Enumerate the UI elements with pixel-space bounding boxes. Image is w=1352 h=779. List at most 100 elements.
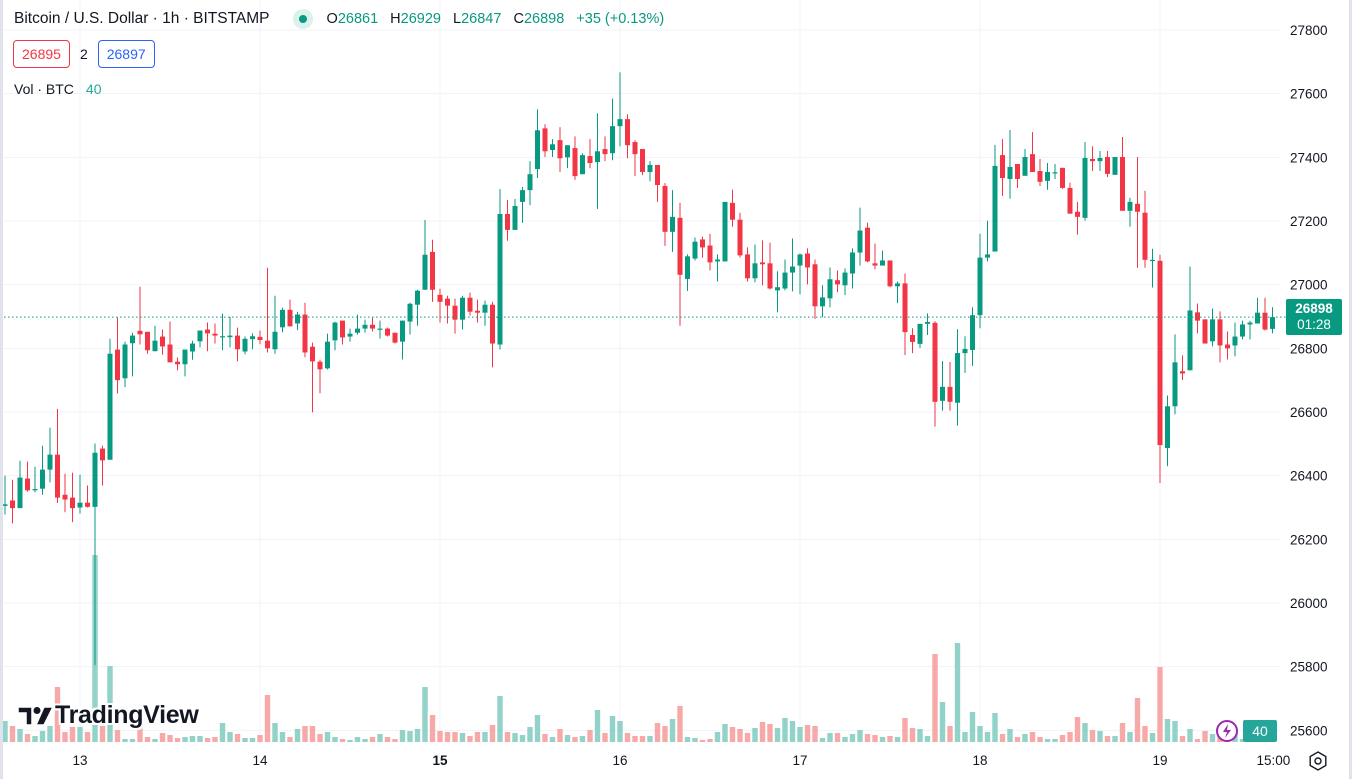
candle-body [295, 314, 300, 324]
candle [1112, 157, 1118, 175]
candle [10, 479, 15, 524]
candle [535, 109, 540, 179]
candle-body [910, 334, 915, 342]
candle-body [887, 260, 893, 287]
high-label: H [390, 11, 401, 27]
price-axis[interactable]: 27800 27600 27400 27200 27000 26800 26600 26400… [1290, 23, 1328, 738]
symbol-title[interactable]: Bitcoin / U.S. Dollar · 1h · BITSTAMP [14, 10, 270, 27]
candle [160, 329, 165, 355]
candle [137, 286, 143, 345]
candle-body [212, 333, 218, 336]
volume-bar [339, 739, 346, 742]
volume-bar [152, 739, 158, 742]
volume-bar [572, 737, 578, 742]
volume-bar [437, 731, 443, 742]
candle-body [85, 502, 90, 507]
candle-body [280, 309, 285, 328]
y-tick-label: 27200 [1290, 214, 1328, 229]
candle [70, 472, 75, 523]
volume-bar [212, 737, 218, 742]
volume-bar [549, 737, 556, 742]
candle [182, 349, 188, 377]
candle [572, 136, 578, 180]
candle [947, 362, 953, 411]
y-tick-label: 27400 [1290, 150, 1328, 165]
candle-body [1172, 362, 1178, 407]
volume-bar [939, 702, 946, 742]
candle [497, 189, 503, 350]
candle-body [955, 353, 960, 403]
candle [992, 144, 998, 252]
candle-body [835, 280, 840, 285]
candle [1090, 146, 1095, 172]
buy-button[interactable]: 26897 [97, 40, 155, 68]
candle-body [62, 494, 68, 500]
candle [1165, 395, 1170, 467]
candle [655, 164, 660, 202]
candle [325, 333, 330, 370]
candle-body [445, 298, 450, 306]
candle-body [415, 290, 420, 305]
volume-legend[interactable]: Vol · BTC 40 [14, 81, 101, 97]
volume-bar [144, 737, 151, 742]
volume-bar [414, 729, 421, 742]
candle-body [460, 297, 465, 320]
candle-body [242, 338, 248, 352]
gear-icon[interactable] [1307, 750, 1329, 772]
candle [715, 254, 720, 282]
candle [1187, 266, 1193, 371]
candle-body [100, 448, 105, 461]
volume-bar [759, 722, 766, 742]
time-axis[interactable]: 13 14 15 16 17 18 19 15:00 [72, 753, 1290, 768]
candle [227, 316, 233, 348]
candle [490, 301, 495, 368]
candle-body [1195, 312, 1200, 321]
x-tick-label: 19 [1152, 753, 1167, 768]
sell-button[interactable]: 26895 [13, 40, 70, 68]
candle-body [70, 497, 75, 509]
volume-bar [264, 695, 271, 742]
candle-body [632, 142, 638, 155]
volume-bar [699, 740, 706, 742]
candle-body [1060, 167, 1065, 188]
candle [985, 220, 990, 262]
volume-bar [917, 729, 923, 742]
candle [1232, 322, 1238, 357]
candle-body [377, 328, 383, 330]
volume-bar [242, 738, 248, 742]
volume-bar [474, 732, 481, 742]
candle-body [482, 304, 488, 313]
volume-bar [1239, 739, 1246, 742]
ohlc-values: O26861 H26929 L26847 C26898 +35 (+0.13%) [327, 11, 673, 27]
candle-body [572, 148, 578, 177]
volume-bar [1052, 739, 1058, 742]
candle-body [332, 322, 338, 341]
candle-body [1240, 324, 1245, 337]
candle-body [1120, 157, 1125, 211]
candle-body [1037, 171, 1043, 182]
candle-body [565, 145, 570, 158]
volume-bar [2, 721, 8, 742]
volume-bar [602, 733, 608, 742]
lightning-icon[interactable] [1216, 720, 1238, 742]
volume-bar [557, 729, 563, 742]
candle-body [362, 324, 368, 329]
candle [47, 427, 53, 483]
volume-bar [1074, 717, 1081, 742]
candle-body [1022, 157, 1028, 176]
candle-body [677, 217, 683, 275]
candle-body [40, 469, 45, 489]
candle-body [55, 454, 60, 498]
volume-bar [1149, 733, 1156, 742]
candle-body [220, 336, 225, 338]
market-open-dot-icon[interactable] [292, 9, 313, 29]
tradingview-logo[interactable]: TradingView [17, 701, 199, 730]
candle [167, 321, 173, 363]
candle-body [340, 320, 345, 338]
candle [77, 474, 83, 514]
volume-bar [452, 732, 458, 742]
candle-body [730, 202, 735, 220]
volume-bar [1179, 736, 1186, 742]
volume-bar [924, 736, 931, 742]
